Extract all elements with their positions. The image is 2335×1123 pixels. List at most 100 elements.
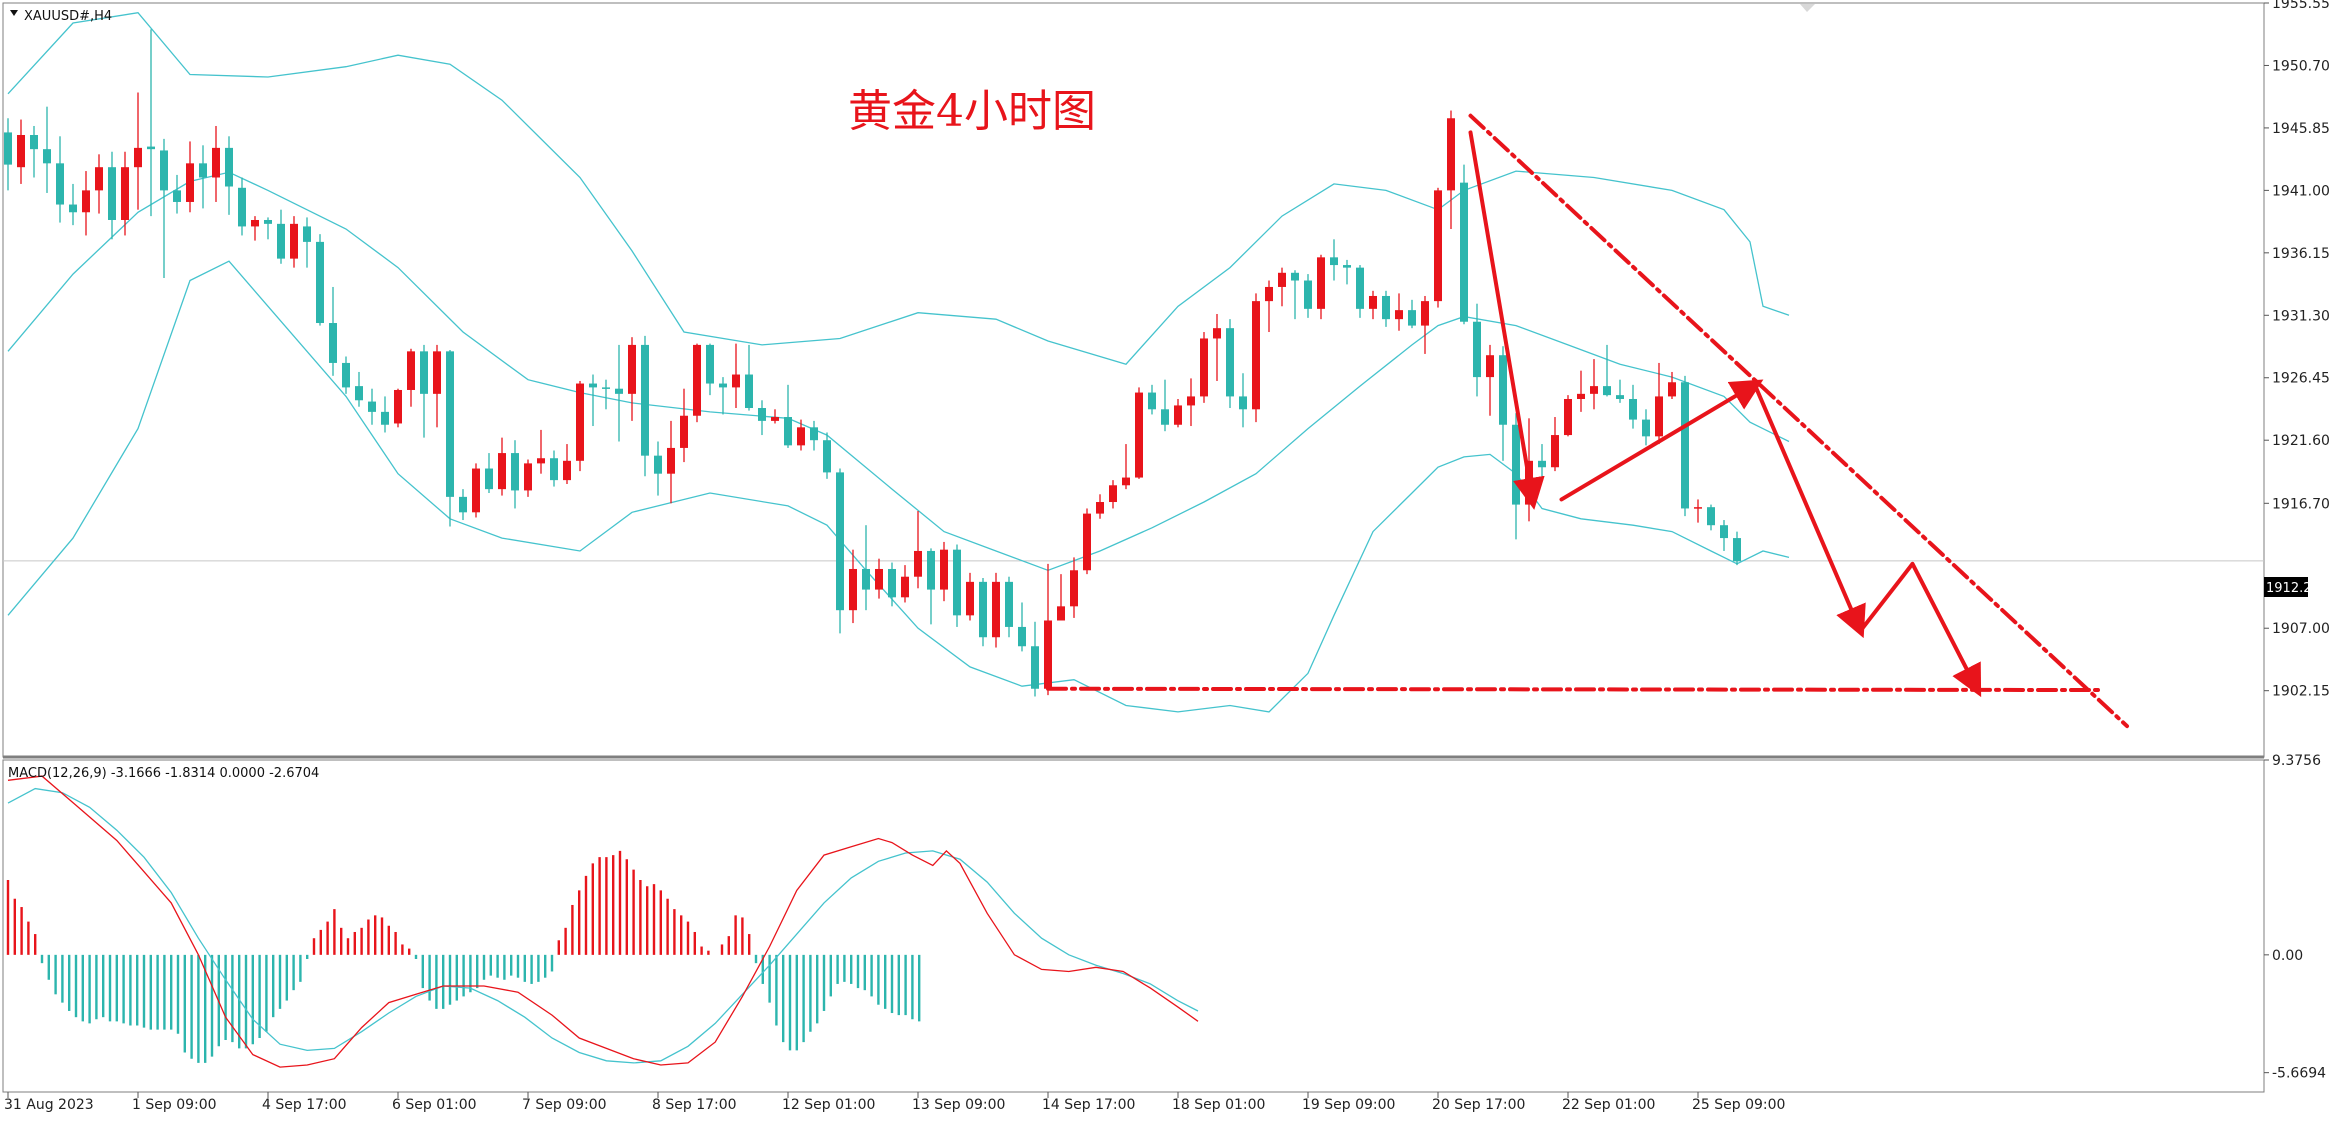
candle <box>693 343 701 423</box>
candle <box>329 286 337 376</box>
candle-body <box>381 411 389 425</box>
macd-tick-label: 9.3756 <box>2272 753 2321 769</box>
candle-body <box>355 386 363 401</box>
decline-arrow-2 <box>1910 561 1982 698</box>
candle <box>43 106 51 193</box>
candle <box>1200 332 1208 403</box>
candle-body <box>30 134 38 150</box>
candle-body <box>1044 620 1052 689</box>
candle-body <box>43 149 51 164</box>
time-tick-label: 6 Sep 01:00 <box>392 1097 477 1113</box>
candle <box>199 145 207 209</box>
candle-body <box>901 576 909 598</box>
time-tick-label: 31 Aug 2023 <box>4 1097 94 1113</box>
scroll-marker-icon[interactable] <box>1800 4 1815 12</box>
candle-body <box>1148 392 1156 410</box>
triangle-down-icon[interactable] <box>10 10 18 16</box>
candle <box>823 432 831 479</box>
candle <box>1109 480 1117 509</box>
candle <box>992 572 1000 648</box>
candle <box>459 489 467 521</box>
candle-body <box>927 550 935 590</box>
candle <box>1213 314 1221 381</box>
candle-body <box>1395 310 1403 320</box>
candle <box>719 377 727 415</box>
candle <box>1421 295 1429 354</box>
candle <box>1265 280 1273 333</box>
candle-body <box>693 344 701 416</box>
candle-body <box>1668 382 1676 397</box>
time-tick-label: 18 Sep 01:00 <box>1172 1097 1265 1113</box>
candle-body <box>823 440 831 473</box>
candle <box>641 335 649 477</box>
candle <box>1382 290 1390 327</box>
candle <box>953 544 961 627</box>
retrace-arrow <box>1858 562 1915 633</box>
candle <box>1239 373 1247 428</box>
candle <box>1278 267 1286 307</box>
candle-body <box>342 362 350 388</box>
candle <box>810 420 818 451</box>
candle <box>1642 409 1650 446</box>
candle-body <box>17 134 25 168</box>
candle-body <box>485 468 493 490</box>
candle-body <box>784 417 792 446</box>
candle-body <box>849 568 857 611</box>
candle-body <box>303 226 311 242</box>
candle <box>888 562 896 607</box>
candle-body <box>368 401 376 412</box>
candle <box>303 217 311 268</box>
candle <box>1408 299 1416 329</box>
candle <box>615 344 623 442</box>
candle-body <box>992 581 1000 638</box>
candle-body <box>264 219 272 224</box>
candle-body <box>1408 310 1416 326</box>
time-tick-label: 13 Sep 09:00 <box>912 1097 1005 1113</box>
candle-body <box>979 581 987 638</box>
candle <box>1681 375 1689 517</box>
candle-body <box>290 223 298 259</box>
macd-panel-frame <box>2 759 2265 1093</box>
candle <box>69 183 77 226</box>
candle <box>1005 576 1013 638</box>
candle <box>1460 164 1468 325</box>
candle <box>667 420 675 504</box>
main-panel-frame <box>2 2 2265 758</box>
candle-body <box>1200 338 1208 397</box>
candle-body <box>563 460 571 481</box>
candle <box>628 337 636 421</box>
candle <box>654 441 662 496</box>
candle-body <box>1291 272 1299 281</box>
candle-body <box>1538 460 1546 468</box>
candle-body <box>1616 395 1624 399</box>
candle-body <box>316 241 324 324</box>
candle <box>732 343 740 409</box>
candle <box>1317 254 1325 320</box>
candle <box>1057 574 1065 621</box>
candle-body <box>1018 626 1026 647</box>
candle-body <box>407 351 415 390</box>
candle-body <box>1174 405 1182 425</box>
candle-body <box>667 447 675 474</box>
candle-body <box>1226 328 1234 397</box>
candle-body <box>914 550 922 577</box>
candle-body <box>1304 280 1312 309</box>
candle-body <box>680 415 688 448</box>
candle-body <box>225 147 233 187</box>
candle <box>1486 344 1494 416</box>
time-tick-label: 19 Sep 09:00 <box>1302 1097 1395 1113</box>
candle <box>1174 398 1182 428</box>
candle <box>1434 187 1442 308</box>
candle <box>940 541 948 602</box>
candle <box>1083 508 1091 575</box>
price-tick-label: 1955.55 <box>2272 0 2330 12</box>
time-tick-label: 4 Sep 17:00 <box>262 1097 347 1113</box>
candle-body <box>576 383 584 461</box>
candle-body <box>1382 295 1390 320</box>
candle <box>979 577 987 647</box>
candle <box>537 429 545 474</box>
candle-body <box>199 163 207 178</box>
price-tick-label: 1950.70 <box>2272 58 2330 74</box>
